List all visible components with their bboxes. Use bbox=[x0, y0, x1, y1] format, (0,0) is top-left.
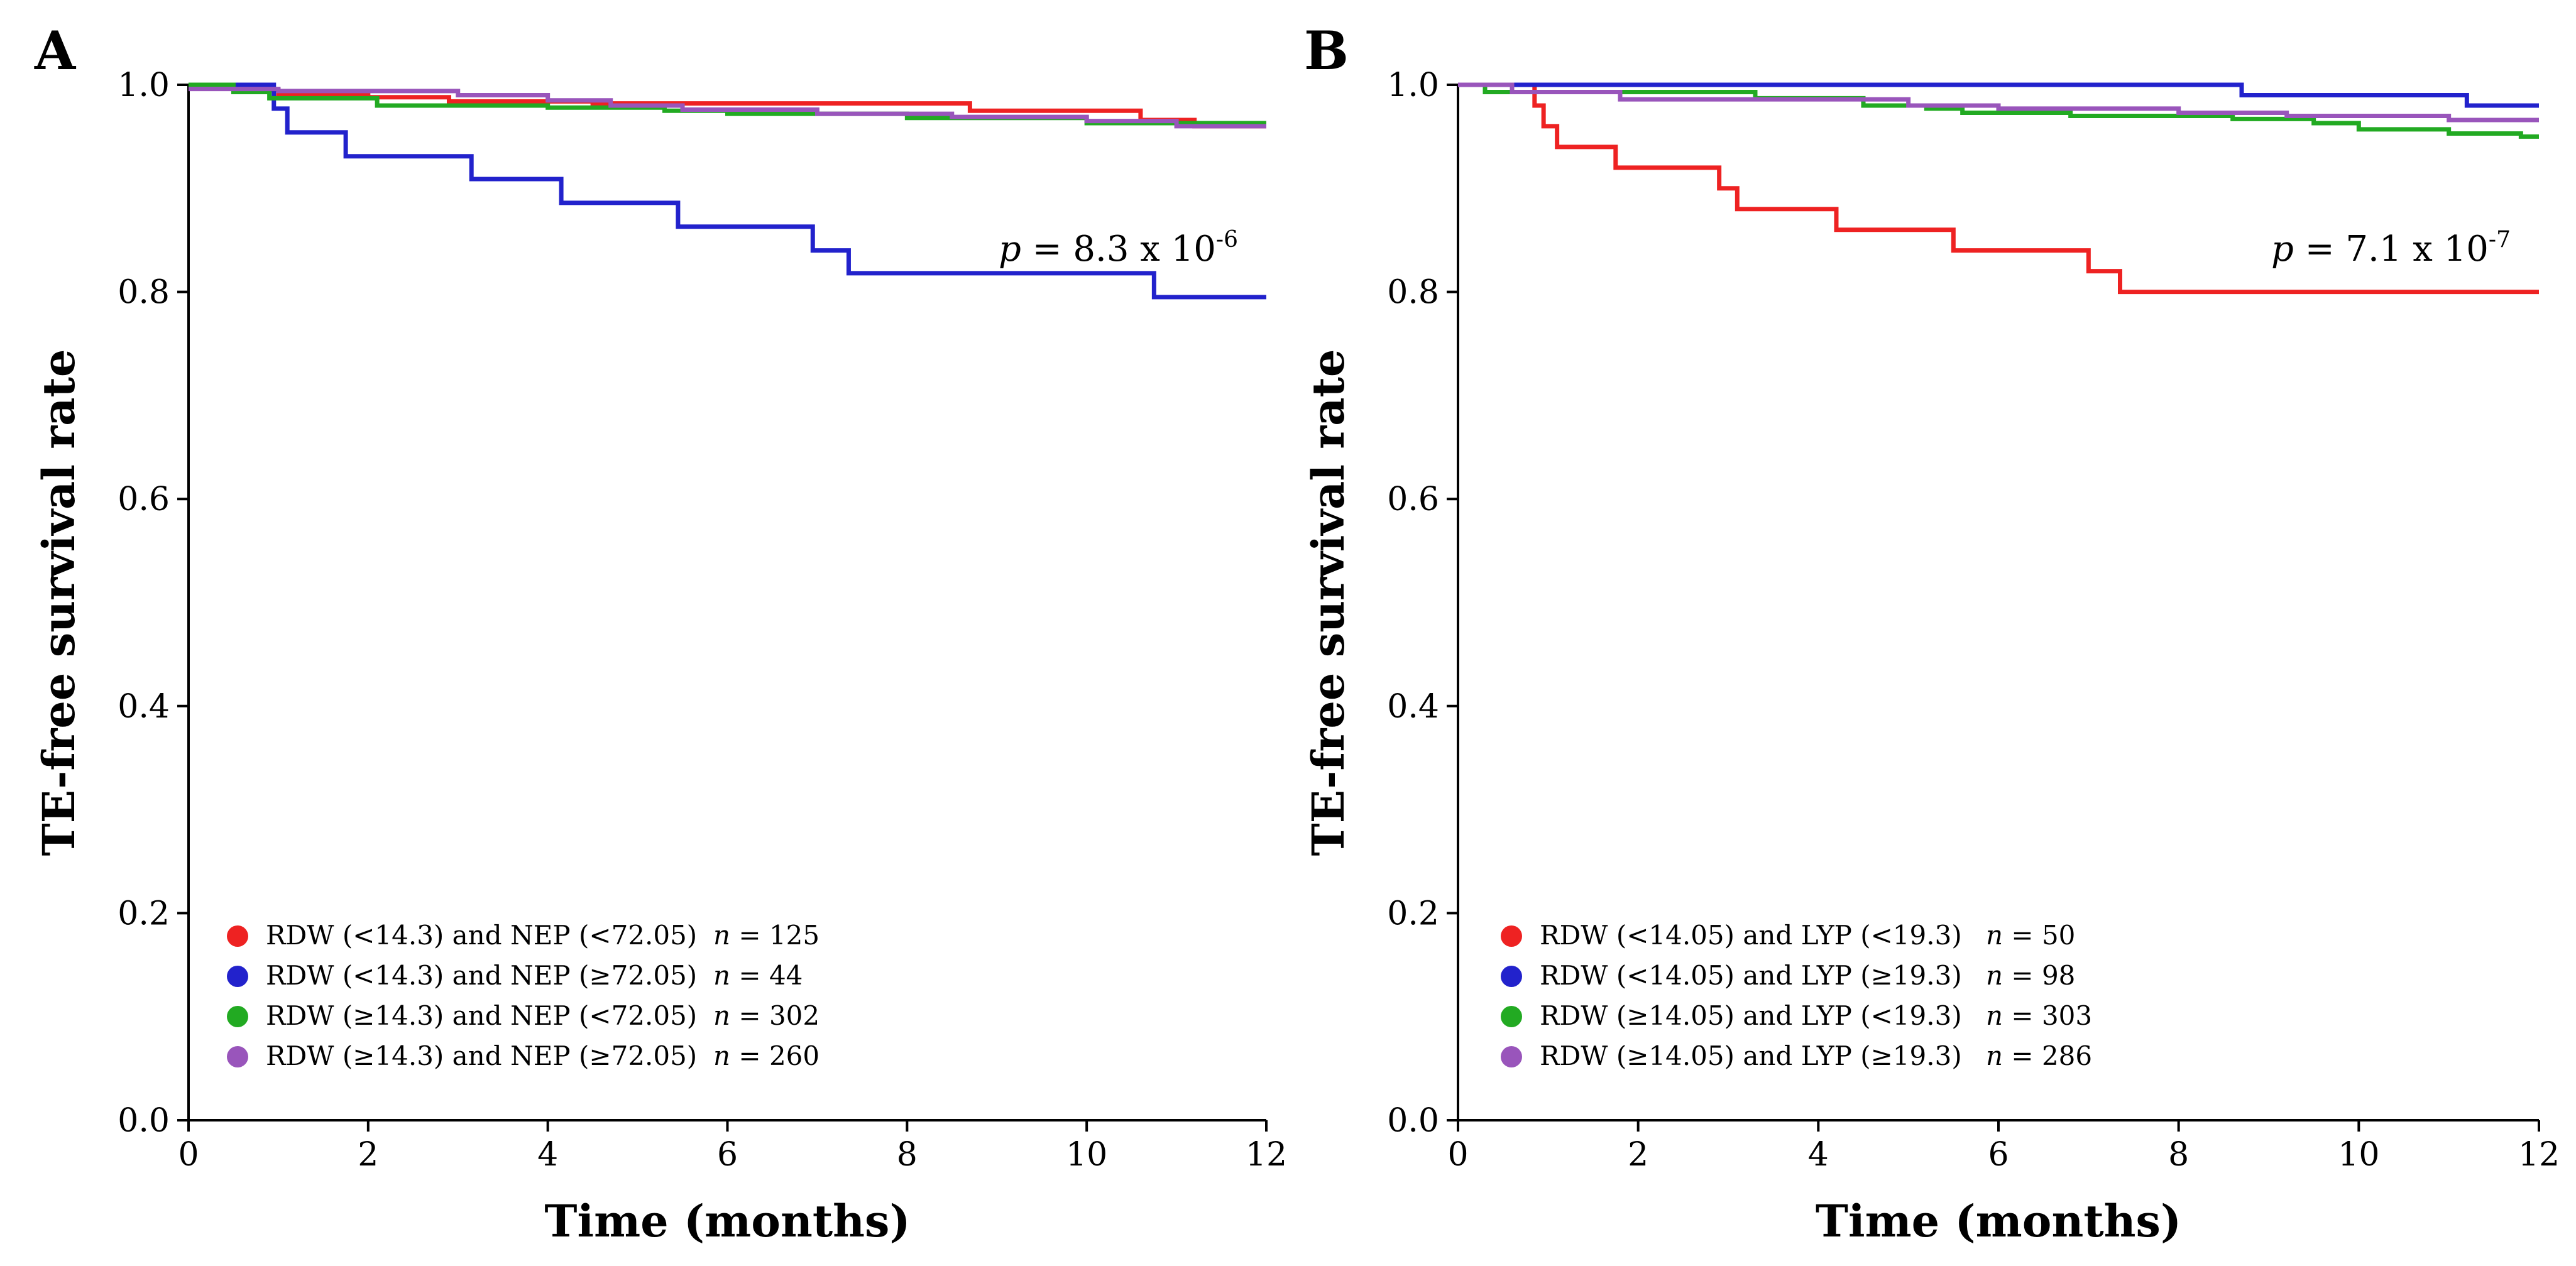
p-symbol: p bbox=[999, 229, 1021, 270]
y-tick-label: 0.2 bbox=[118, 895, 170, 932]
n-symbol: n bbox=[1986, 1040, 2003, 1071]
y-tick-label: 0.6 bbox=[1387, 481, 1439, 518]
panel-letter: B bbox=[1304, 19, 1349, 82]
p-exponent: -7 bbox=[2489, 227, 2511, 253]
y-tick-label: 0.0 bbox=[1387, 1102, 1439, 1140]
x-tick-label: 12 bbox=[2518, 1136, 2560, 1174]
n-value: = 286 bbox=[2003, 1040, 2092, 1071]
legend-marker-3 bbox=[1501, 1006, 1522, 1027]
legend-n-4: n = 286 bbox=[1986, 1040, 2092, 1071]
y-tick-label: 0.2 bbox=[1387, 895, 1439, 932]
x-tick-label: 2 bbox=[358, 1136, 378, 1174]
legend-n-1: n = 125 bbox=[713, 920, 819, 951]
series-line-4 bbox=[189, 87, 1266, 129]
legend-n-4: n = 260 bbox=[713, 1040, 819, 1071]
legend-n-1: n = 50 bbox=[1986, 920, 2075, 951]
x-axis-title: Time (months) bbox=[1816, 1195, 2181, 1247]
y-tick-label: 0.8 bbox=[1387, 274, 1439, 312]
legend-label-4: RDW (≥14.05) and LYP (≥19.3) bbox=[1540, 1040, 1962, 1071]
y-tick-label: 0.6 bbox=[118, 481, 170, 518]
legend-marker-2 bbox=[227, 966, 248, 987]
legend-n-3: n = 303 bbox=[1986, 1000, 2092, 1031]
n-symbol: n bbox=[713, 960, 730, 991]
y-tick-label: 1.0 bbox=[118, 67, 170, 104]
x-tick-label: 6 bbox=[1988, 1136, 2009, 1174]
x-axis-title: Time (months) bbox=[544, 1195, 910, 1247]
x-tick-label: 12 bbox=[1246, 1136, 1287, 1174]
p-value-label: p = 8.3 x 10-6 bbox=[999, 227, 1238, 270]
x-tick-label: 6 bbox=[717, 1136, 738, 1174]
x-tick-label: 8 bbox=[2168, 1136, 2189, 1174]
legend-label-4: RDW (≥14.3) and NEP (≥72.05) bbox=[266, 1040, 697, 1071]
x-tick-label: 10 bbox=[2338, 1136, 2379, 1174]
legend-marker-3 bbox=[227, 1006, 248, 1027]
n-value: = 303 bbox=[2003, 1000, 2092, 1031]
panel-b: B 0 2 4 6 8 10 12 0.0 0.2 0.4 0.6 0.8 1.0 Time (months… bbox=[1302, 19, 2560, 1247]
legend-marker-1 bbox=[1501, 925, 1522, 947]
y-axis-title: TE-free survival rate bbox=[1302, 349, 1354, 856]
series-line-2 bbox=[1458, 82, 2539, 108]
n-value: = 98 bbox=[2003, 960, 2075, 991]
y-tick-label: 0.8 bbox=[118, 274, 170, 312]
legend-n-3: n = 302 bbox=[713, 1000, 819, 1031]
y-axis-title: TE-free survival rate bbox=[33, 349, 85, 856]
n-symbol: n bbox=[1986, 960, 2003, 991]
legend-label-3: RDW (≥14.05) and LYP (<19.3) bbox=[1540, 1000, 1962, 1031]
legend-marker-2 bbox=[1501, 966, 1522, 987]
legend-label-1: RDW (<14.05) and LYP (<19.3) bbox=[1540, 920, 1962, 951]
legend-n-2: n = 44 bbox=[713, 960, 803, 991]
x-tick-label: 10 bbox=[1066, 1136, 1107, 1174]
n-symbol: n bbox=[1986, 920, 2003, 951]
legend-label-1: RDW (<14.3) and NEP (<72.05) bbox=[266, 920, 697, 951]
p-symbol: p bbox=[2271, 229, 2294, 270]
x-tick-label: 0 bbox=[178, 1136, 199, 1174]
x-tick-label: 0 bbox=[1447, 1136, 1468, 1174]
legend-label-2: RDW (<14.05) and LYP (≥19.3) bbox=[1540, 960, 1962, 991]
p-value-text: = 8.3 x 10 bbox=[1021, 229, 1216, 270]
x-tick-label: 4 bbox=[1808, 1136, 1829, 1174]
legend-n-2: n = 98 bbox=[1986, 960, 2075, 991]
panel-letter: A bbox=[34, 19, 77, 82]
legend-marker-4 bbox=[1501, 1046, 1522, 1067]
y-tick-label: 1.0 bbox=[1387, 67, 1439, 104]
legend-label-3: RDW (≥14.3) and NEP (<72.05) bbox=[266, 1000, 697, 1031]
n-symbol: n bbox=[713, 1000, 730, 1031]
y-tick-label: 0.4 bbox=[118, 688, 170, 726]
legend-marker-4 bbox=[227, 1046, 248, 1067]
legend-label-2: RDW (<14.3) and NEP (≥72.05) bbox=[266, 960, 697, 991]
y-tick-label: 0.0 bbox=[118, 1102, 170, 1140]
n-symbol: n bbox=[713, 1040, 730, 1071]
n-value: = 260 bbox=[730, 1040, 819, 1071]
n-value: = 50 bbox=[2003, 920, 2075, 951]
x-tick-label: 8 bbox=[897, 1136, 918, 1174]
series-line-4 bbox=[1458, 82, 2539, 123]
n-symbol: n bbox=[713, 920, 730, 951]
n-symbol: n bbox=[1986, 1000, 2003, 1031]
y-tick-label: 0.4 bbox=[1387, 688, 1439, 726]
series-line-1 bbox=[1458, 82, 2539, 295]
n-value: = 302 bbox=[730, 1000, 819, 1031]
x-tick-label: 4 bbox=[537, 1136, 558, 1174]
p-value-text: = 7.1 x 10 bbox=[2294, 229, 2489, 270]
p-value-label: p = 7.1 x 10-7 bbox=[2271, 227, 2511, 270]
p-exponent: -6 bbox=[1216, 227, 1238, 253]
series-line-3 bbox=[189, 82, 1266, 126]
legend-marker-1 bbox=[227, 925, 248, 947]
panel-a: A 0 2 4 6 8 10 12 0.0 0.2 0.4 0.6 0.8 1.0 Time (months… bbox=[33, 19, 1287, 1247]
n-value: = 125 bbox=[730, 920, 819, 951]
x-tick-label: 2 bbox=[1628, 1136, 1648, 1174]
series-line-2 bbox=[189, 82, 1266, 300]
n-value: = 44 bbox=[730, 960, 803, 991]
